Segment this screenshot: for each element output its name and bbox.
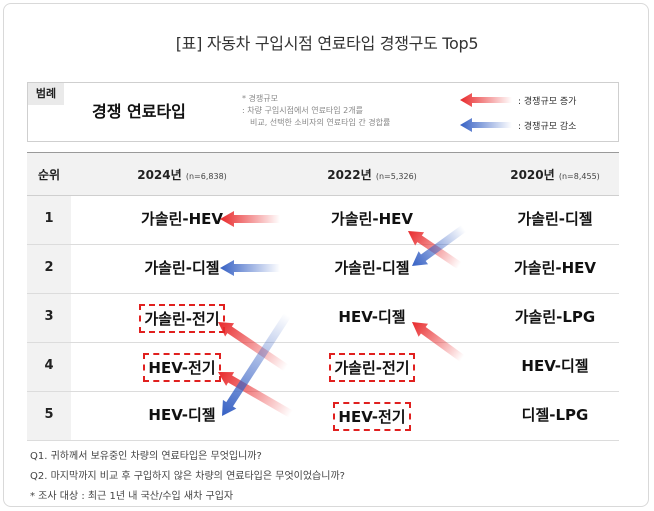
table-row: 5 HEV-디젤 HEV-전기 디젤-LPG (27, 392, 619, 441)
cell-text: 가솔린-LPG (514, 308, 596, 326)
legend-note-title: * 경쟁규모 (242, 94, 278, 103)
year-label: 2020년 (510, 168, 555, 182)
cell-text: 가솔린-HEV (140, 210, 224, 228)
cell-2020: HEV-디젤 (480, 353, 630, 378)
legend-note: * 경쟁규모 : 차량 구입시점에서 연료타입 2개를 비교, 선택한 소비자의… (242, 93, 390, 129)
table-row: 1 가솔린-HEV 가솔린-HEV 가솔린-디젤 (27, 196, 619, 245)
cell-text: 가솔린-전기 (329, 353, 415, 382)
cell-2022-highlighted: HEV-전기 (297, 402, 447, 431)
table-row: 3 가솔린-전기 HEV-디젤 가솔린-LPG (27, 294, 619, 343)
footer-notes: Q1. 귀하께서 보유중인 차량의 연료타입은 무엇입니까? Q2. 마지막까지… (30, 447, 345, 507)
cell-text: 가솔린-디젤 (144, 259, 220, 277)
cell-text: 가솔린-디젤 (334, 259, 410, 277)
rank-cell: 3 (44, 309, 54, 324)
legend-main-text: 경쟁 연료타입 (92, 102, 186, 121)
cell-2020: 가솔린-디젤 (480, 206, 630, 231)
column-header-2020: 2020년 (n=8,455) (480, 166, 630, 183)
year-label: 2024년 (137, 168, 182, 182)
table-row: 2 가솔린-디젤 가솔린-디젤 가솔린-HEV (27, 245, 619, 294)
increase-arrow-icon (460, 93, 512, 107)
rank-cell: 1 (44, 211, 54, 226)
rank-column-bg (27, 196, 71, 441)
survey-note: * 조사 대상 : 최근 1년 내 국산/수입 새차 구입자 (30, 491, 234, 502)
cell-text: 가솔린-HEV (330, 210, 414, 228)
cell-2024: 가솔린-HEV (107, 206, 257, 231)
cell-text: HEV-전기 (333, 402, 411, 431)
rank-cell: 5 (44, 407, 54, 422)
cell-2022: 가솔린-HEV (297, 206, 447, 231)
cell-text: 가솔린-HEV (513, 259, 597, 277)
cell-2024: HEV-디젤 (107, 402, 257, 427)
cell-2022: 가솔린-디젤 (297, 255, 447, 280)
cell-text: HEV-디젤 (521, 357, 589, 375)
cell-2024: 가솔린-디젤 (107, 255, 257, 280)
legend-note-line2: 비교, 선택한 소비자의 연료타입 간 경합률 (250, 118, 391, 127)
question-1: Q1. 귀하께서 보유중인 차량의 연료타입은 무엇입니까? (30, 451, 262, 462)
cell-2020: 디젤-LPG (480, 402, 630, 427)
cell-text: HEV-디젤 (338, 308, 406, 326)
cell-2024-highlighted: HEV-전기 (107, 353, 257, 382)
table-row: 4 HEV-전기 가솔린-전기 HEV-디젤 (27, 343, 619, 392)
legend-label: 범례 (28, 83, 64, 105)
cell-2020: 가솔린-HEV (480, 255, 630, 280)
legend-decrease-label: : 경쟁규모 감소 (518, 122, 577, 132)
cell-2022: HEV-디젤 (297, 304, 447, 329)
column-header-2024: 2024년 (n=6,838) (107, 166, 257, 183)
column-header-2022: 2022년 (n=5,326) (297, 166, 447, 183)
legend-increase-label: : 경쟁규모 증가 (518, 97, 577, 107)
table-header: 순위 2024년 (n=6,838) 2022년 (n=5,326) 2020년… (27, 152, 619, 196)
cell-text: 가솔린-디젤 (517, 210, 593, 228)
year-label: 2022년 (327, 168, 372, 182)
sample-size: (n=6,838) (185, 172, 227, 181)
rank-cell: 4 (44, 358, 54, 373)
question-2: Q2. 마지막까지 비교 후 구입하지 않은 차량의 연료타입은 무엇이었습니까… (30, 471, 345, 482)
cell-text: 가솔린-전기 (139, 304, 225, 333)
rank-cell: 2 (44, 260, 54, 275)
rank-header: 순위 (37, 168, 61, 182)
page-title: [표] 자동차 구입시점 연료타입 경쟁구도 Top5 (175, 34, 479, 53)
sample-size: (n=8,455) (558, 172, 600, 181)
cell-text: HEV-디젤 (148, 406, 216, 424)
legend-note-line1: : 차량 구입시점에서 연료타입 2개를 (242, 106, 363, 115)
cell-text: HEV-전기 (143, 353, 221, 382)
cell-text: 디젤-LPG (521, 406, 589, 424)
decrease-arrow-icon (460, 118, 512, 132)
cell-2024-highlighted: 가솔린-전기 (107, 304, 257, 333)
cell-2022-highlighted: 가솔린-전기 (297, 353, 447, 382)
legend-box: 범례 경쟁 연료타입 * 경쟁규모 : 차량 구입시점에서 연료타입 2개를 비… (27, 82, 619, 142)
cell-2020: 가솔린-LPG (480, 304, 630, 329)
sample-size: (n=5,326) (375, 172, 417, 181)
